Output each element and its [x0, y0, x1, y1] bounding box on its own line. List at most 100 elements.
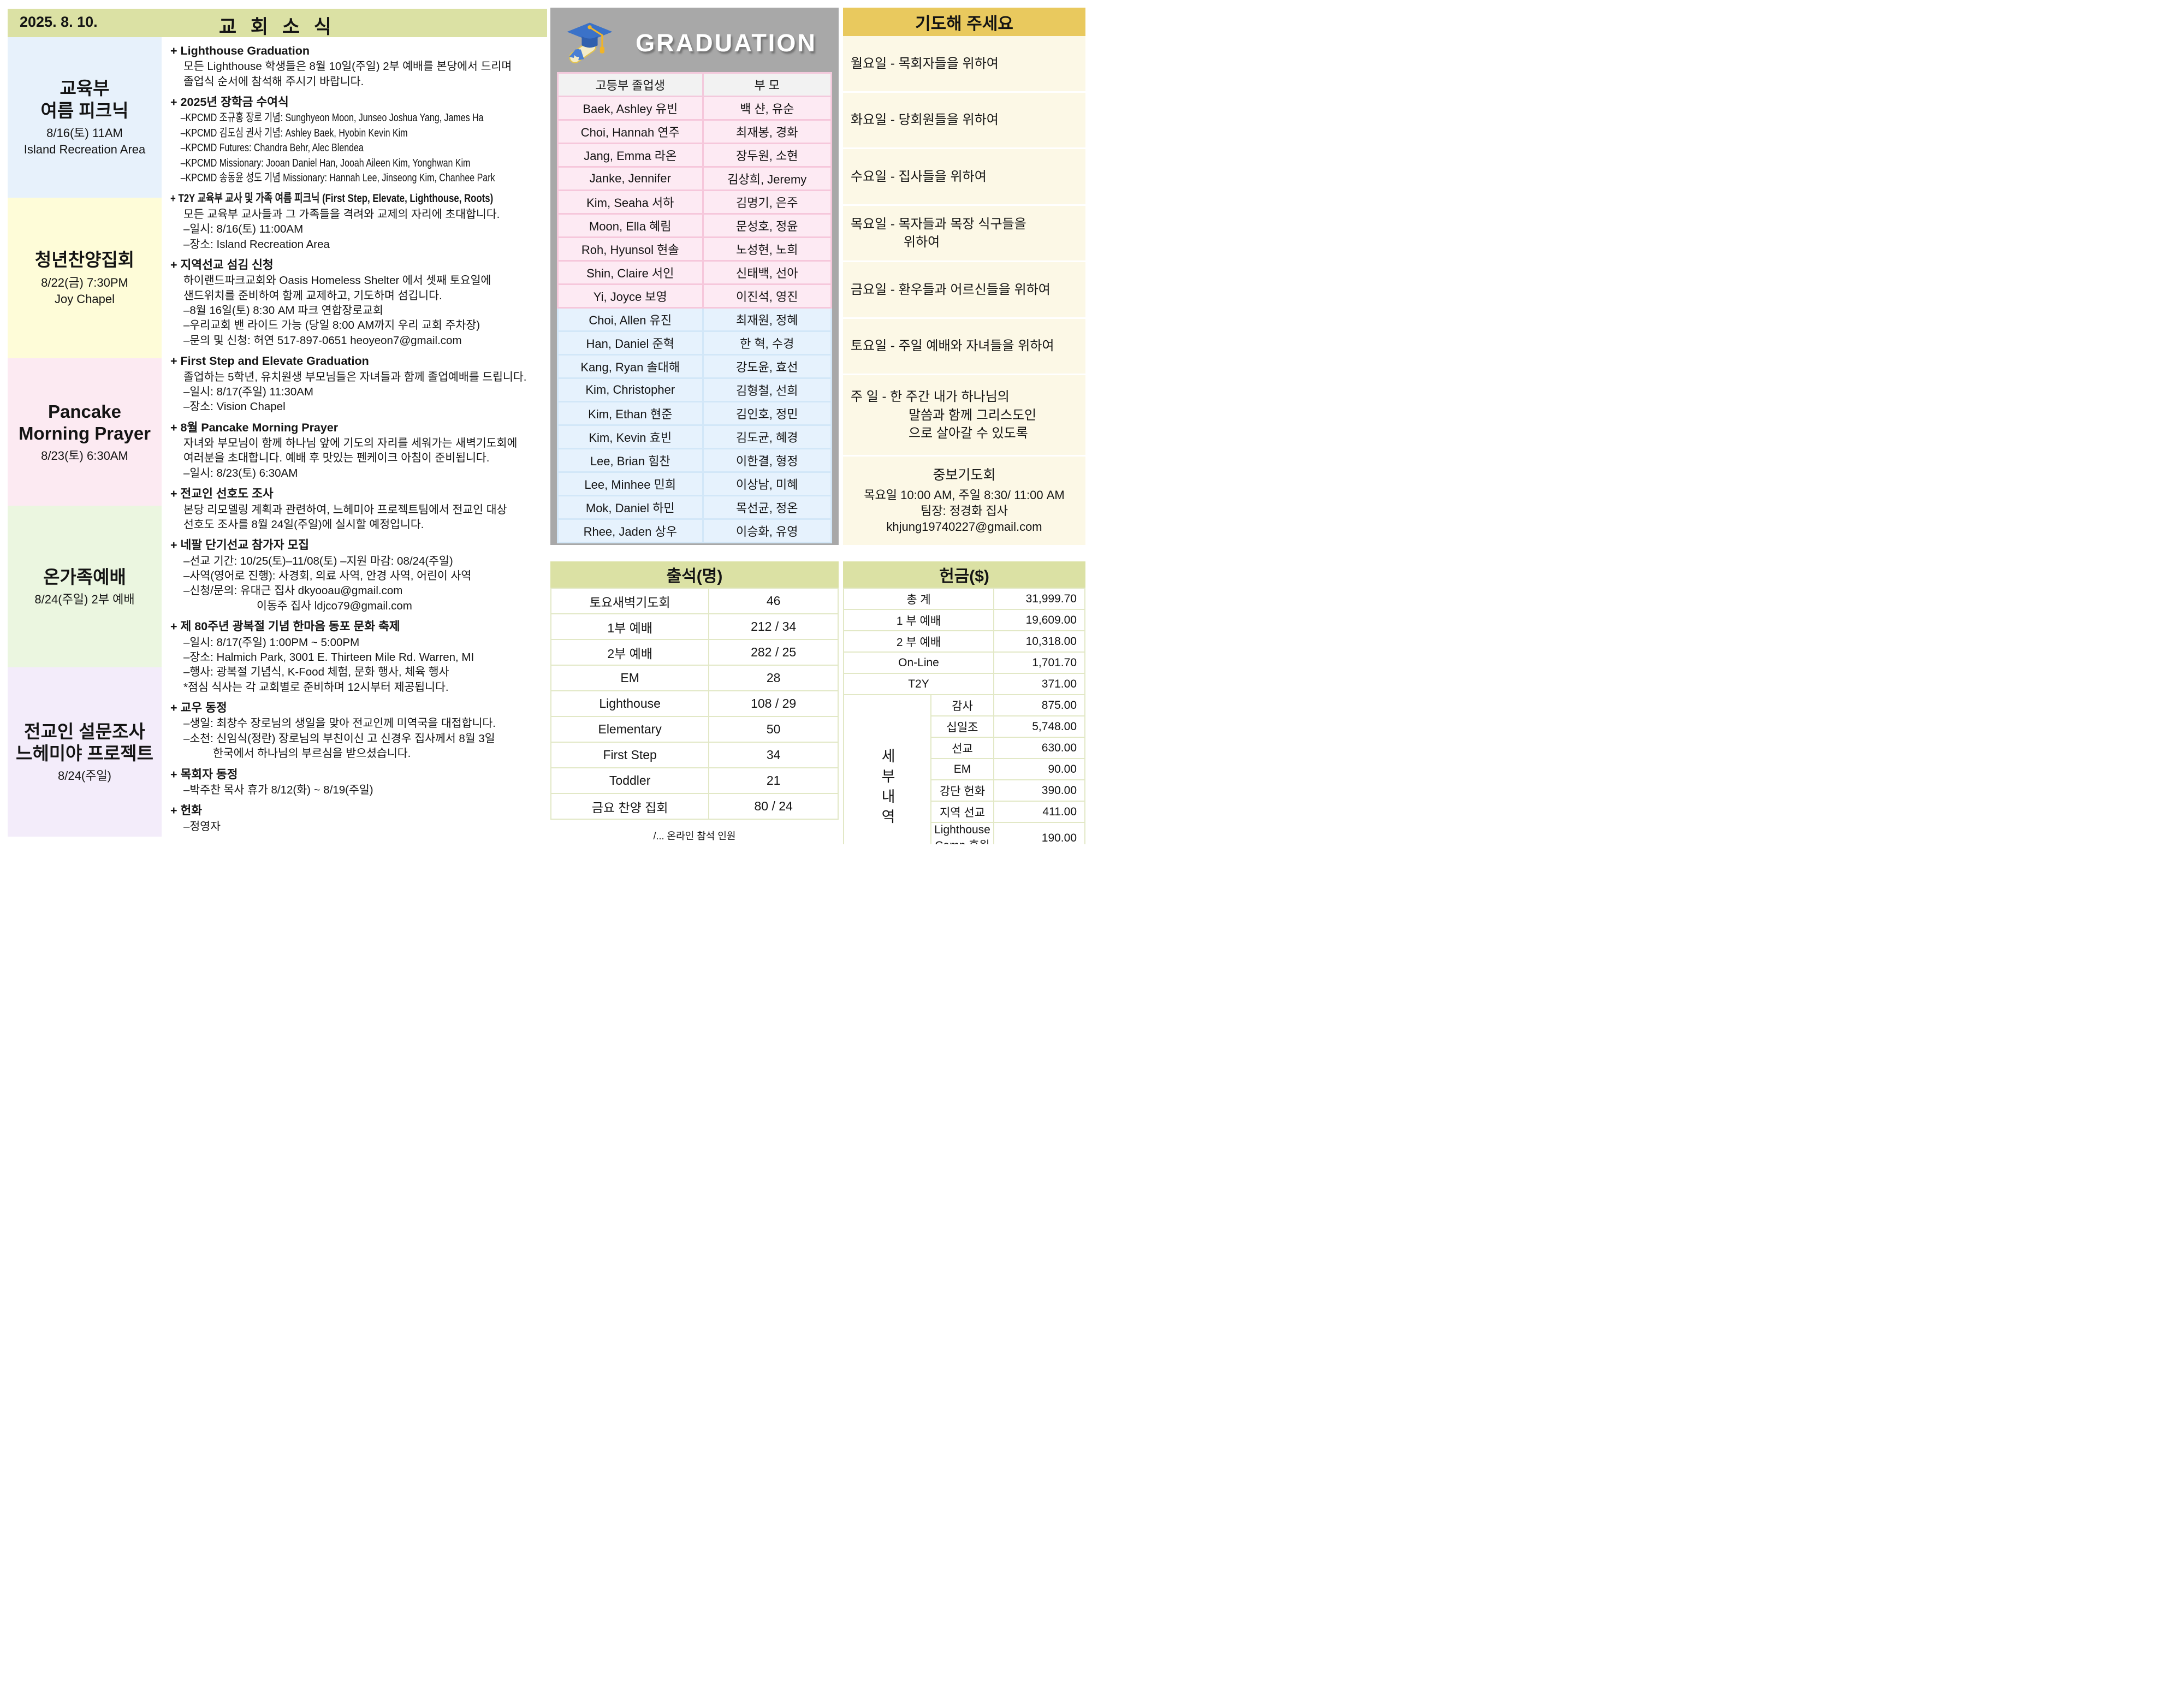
- announcement-title: + 전교인 선호도 조사: [170, 487, 274, 501]
- intercession-info: 중보기도회 목요일 10:00 AM, 주일 8:30/ 11:00 AM 팀장…: [843, 454, 1085, 545]
- announcement-title: + T2Y 교육부 교사 및 가족 여름 피크닉 (First Step, El…: [170, 192, 494, 205]
- announcement-title: + First Step and Elevate Graduation: [170, 354, 369, 368]
- offering-value: 31,999.70: [993, 588, 1085, 610]
- announcement-line: –장소: Island Recreation Area: [183, 238, 330, 251]
- prayer-line: 월요일 - 목회자들을 위하여: [851, 56, 999, 71]
- table-row: Janke, Jennifer 김상희, Jeremy: [557, 166, 833, 191]
- table-row: Yi, Joyce 보영 이진석, 영진: [557, 283, 833, 309]
- offering-value: 5,748.00: [993, 715, 1085, 738]
- announcement-line: –일시: 8/17(주일) 1:00PM ~ 5:00PM: [183, 636, 360, 649]
- announcement-line: *점심 식사는 각 교회별로 준비하며 12시부터 제공됩니다.: [183, 680, 449, 694]
- intercession-time: 목요일 10:00 AM, 주일 8:30/ 11:00 AM: [864, 488, 1065, 502]
- announcement-line: 이동주 집사 ldjco79@gmail.com: [257, 599, 412, 612]
- graduation-table: 고등부 졸업생 부 모 Baek, Ashley 유빈 백 샨, 유순 Choi,…: [557, 72, 833, 543]
- parent-cell: 김도균, 혜경: [702, 424, 833, 449]
- sidebar-item-pancake-prayer: Pancake Morning Prayer 8/23(토) 6:30AM: [8, 358, 162, 506]
- student-cell: Moon, Ella 혜림: [557, 213, 704, 238]
- attendance-footnote: /... 온라인 참석 인원: [653, 831, 736, 842]
- announcement-line: 선호도 조사를 8월 24일(주일)에 실시할 예정입니다.: [183, 518, 424, 531]
- sidebar-title: Morning Prayer: [18, 423, 151, 443]
- table-row: 1부 예배 212 / 34: [550, 613, 839, 640]
- table-row: Kim, Seaha 서하 김명기, 은주: [557, 189, 833, 215]
- offering-detail-group-label: 세부내역: [843, 694, 931, 844]
- offering-label: T2Y: [843, 673, 994, 695]
- announcement-line: –KPCMD Missionary: Jooan Daniel Han, Joo…: [180, 156, 471, 169]
- table-row: Toddler 21: [550, 767, 839, 794]
- sidebar-title: 전교인 설문조사: [24, 721, 145, 742]
- prayer-item-wednesday: 수요일 - 집사들을 위하여: [843, 147, 1085, 204]
- student-cell: Baek, Ashley 유빈: [557, 96, 704, 121]
- column-header-student: 고등부 졸업생: [557, 72, 704, 97]
- parent-cell: 강도윤, 효선: [702, 354, 833, 379]
- student-cell: Janke, Jennifer: [557, 166, 704, 191]
- prayer-item-friday: 금요일 - 환우들과 어르신들을 위하여: [843, 260, 1085, 317]
- offering-value: 371.00: [993, 673, 1085, 695]
- bulletin-page: 2025. 8. 10. 교 회 소 식 교육부 여름 피크닉 8/16(토) …: [0, 0, 1092, 844]
- announcement-line: –선교 기간: 10/25(토)–11/08(토) –지원 마감: 08/24(…: [183, 554, 453, 567]
- table-row: 지역 선교 411.00: [844, 801, 1085, 823]
- announcement-line: –행사: 광복절 기념식, K-Food 체험, 문화 행사, 체육 행사: [183, 666, 449, 679]
- parent-cell: 최재원, 정혜: [702, 307, 833, 332]
- announcement-title: + 2025년 장학금 수여식: [170, 96, 289, 109]
- attendance-label: Toddler: [550, 767, 710, 794]
- table-row: 강단 헌화 390.00: [844, 779, 1085, 802]
- attendance-label: Elementary: [550, 716, 710, 743]
- table-row: 2 부 예배 10,318.00: [843, 630, 1085, 653]
- table-row: Baek, Ashley 유빈 백 샨, 유순: [557, 96, 833, 121]
- announcement: + 제 80주년 광복절 기념 한마음 동포 문화 축제 –일시: 8/17(주…: [170, 618, 545, 695]
- announcement: + 네팔 단기선교 참가자 모집 –선교 기간: 10/25(토)–11/08(…: [170, 537, 545, 613]
- announcement-line: –장소: Halmich Park, 3001 E. Thirteen Mile…: [183, 650, 474, 664]
- prayer-line: 주 일 - 한 주간 내가 하나님의: [851, 389, 1010, 405]
- announcement-line: 모든 교육부 교사들과 그 가족들을 격려와 교제의 자리에 초대합니다.: [183, 208, 500, 221]
- parent-cell: 목선균, 정온: [702, 495, 833, 520]
- attendance-label: First Step: [550, 742, 710, 768]
- sidebar-subtitle: 8/23(토) 6:30AM: [41, 449, 128, 463]
- table-row: Moon, Ella 혜림 문성호, 정윤: [557, 213, 833, 238]
- prayer-column: 기도해 주세요 월요일 - 목회자들을 위하여 화요일 - 당회원들을 위하여 …: [843, 8, 1085, 844]
- offering-value: 630.00: [993, 737, 1085, 759]
- offering-label: 2 부 예배: [843, 630, 994, 653]
- announcement-title: + 교우 동정: [170, 701, 227, 715]
- table-row: Lee, Brian 힘찬 이한결, 형정: [557, 448, 833, 473]
- announcement: + 전교인 선호도 조사 본당 리모델링 계획과 관련하여, 느헤미아 프로젝트…: [170, 485, 545, 532]
- announcement-line: –KPCMD Futures: Chandra Behr, Alec Blend…: [180, 141, 364, 155]
- prayer-line: 수요일 - 집사들을 위하여: [851, 169, 987, 184]
- table-row: Mok, Daniel 하민 목선균, 정온: [557, 495, 833, 520]
- column-header-parent: 부 모: [702, 72, 833, 97]
- table-row: 선교 630.00: [844, 737, 1085, 759]
- parent-cell: 김인호, 정민: [702, 401, 833, 426]
- table-row: Kang, Ryan 솔대해 강도윤, 효선: [557, 354, 833, 379]
- announcement-title: + 제 80주년 광복절 기념 한마음 동포 문화 축제: [170, 620, 400, 633]
- announcement-line: 한국에서 하나님의 부르심을 받으셨습니다.: [213, 747, 411, 760]
- sidebar-subtitle: Joy Chapel: [54, 292, 115, 306]
- attendance-header: 출석(명): [550, 561, 839, 588]
- graduation-banner-text: GRADUATION: [636, 29, 817, 57]
- student-cell: Shin, Claire 서인: [557, 260, 704, 285]
- sidebar-title: 교육부: [60, 78, 110, 99]
- table-row: Shin, Claire 서인 신태백, 선아: [557, 260, 833, 285]
- graduation-cap-icon: [567, 22, 613, 63]
- graduation-column: GRADUATION 고등부 졸업생 부 모 Baek, Ashley 유빈 백 …: [550, 8, 839, 842]
- table-row: 십일조 5,748.00: [844, 715, 1085, 738]
- prayer-line: 으로 살아갈 수 있도록: [909, 425, 1028, 441]
- table-row: Choi, Hannah 연주 최재봉, 경화: [557, 119, 833, 144]
- prayer-line: 위하여: [904, 234, 940, 250]
- offering-header: 헌금($): [843, 561, 1085, 588]
- offering-value: 390.00: [993, 779, 1085, 802]
- table-row: Kim, Christopher 김형철, 선희: [557, 377, 833, 402]
- prayer-header: 기도해 주세요: [843, 8, 1085, 36]
- sidebar-title: 청년찬양집회: [34, 250, 135, 270]
- announcement: + 8월 Pancake Morning Prayer 자녀와 부모님이 함께 …: [170, 419, 545, 481]
- announcement-line: –사역(영어로 진행): 사경회, 의료 사역, 안경 사역, 어린이 사역: [183, 570, 472, 582]
- attendance-label: EM: [550, 665, 710, 691]
- announcement-line: –신청/문의: 유대근 집사 dkyooau@gmail.com: [183, 584, 403, 597]
- student-cell: Kim, Seaha 서하: [557, 189, 704, 215]
- parent-cell: 이상남, 미혜: [702, 471, 833, 496]
- sidebar-title: 여름 피크닉: [40, 100, 129, 121]
- announcement: + First Step and Elevate Graduation 졸업하는…: [170, 353, 545, 414]
- announcement-line: 본당 리모델링 계획과 관련하여, 느헤미아 프로젝트팀에서 전교인 대상: [183, 503, 507, 516]
- event-sidebar: 교육부 여름 피크닉 8/16(토) 11AM Island Recreatio…: [8, 37, 162, 837]
- offering-label: 감사: [930, 694, 994, 716]
- parent-cell: 한 혁, 수경: [702, 330, 833, 356]
- attendance-label: 1부 예배: [550, 613, 710, 640]
